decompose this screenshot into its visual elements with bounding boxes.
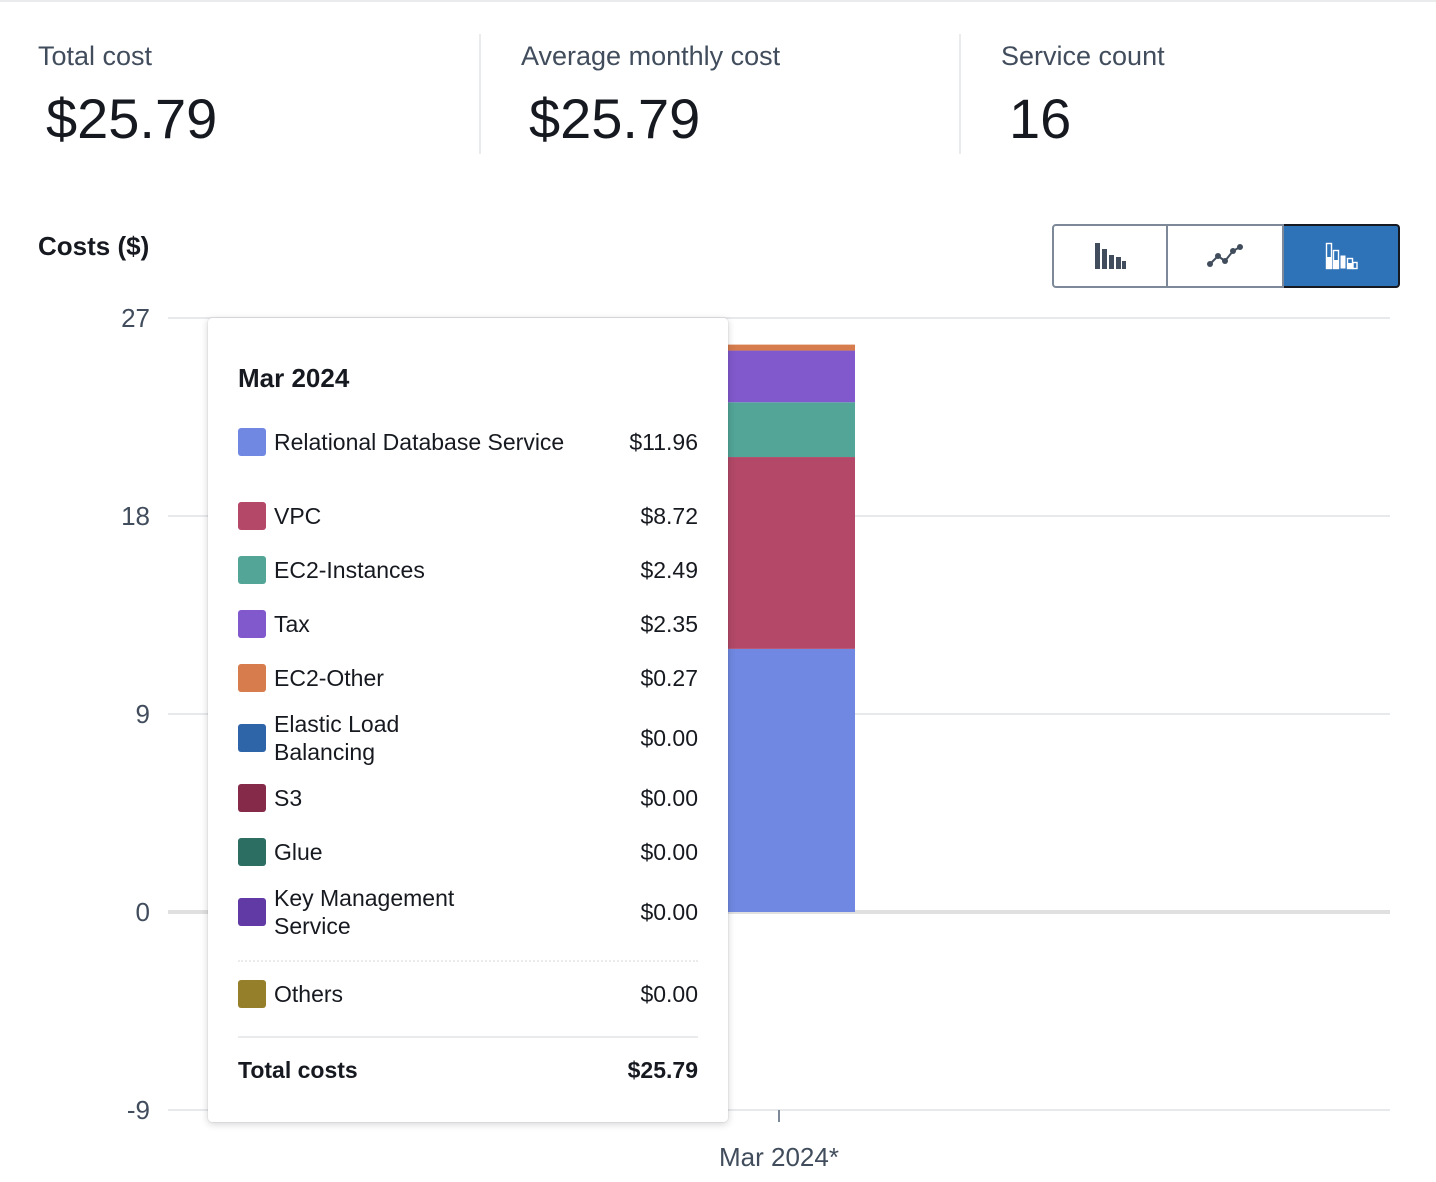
average-monthly-cost-stat: Average monthly cost $25.79 [521,28,780,154]
legend-swatch [238,664,266,692]
tooltip-total: Total costs $25.79 [238,1056,698,1084]
stacked-bar-chart-button[interactable] [1284,224,1400,288]
tooltip-row: EC2-Other $0.27 [238,664,698,692]
top-border [0,0,1436,2]
total-cost-label: Total cost [38,41,153,71]
total-cost-stat: Total cost $25.79 [38,28,217,154]
tooltip-service-name: Key Management Service [274,885,455,939]
tooltip-row: Key Management Service $0.00 [238,884,698,940]
tooltip-service-value: $0.00 [640,981,698,1007]
line-chart-button[interactable] [1168,224,1284,288]
tooltip-title: Mar 2024 [238,363,350,393]
chart-title: Costs ($) [38,231,150,261]
tooltip-service-name: Elastic Load Balancing [274,711,400,765]
line-chart-icon [1207,244,1243,267]
tooltip-row: Relational Database Service $11.96 [238,428,698,456]
average-monthly-cost-label: Average monthly cost [521,41,781,71]
tooltip-service-value: $0.00 [640,839,698,865]
service-count-label: Service count [1001,41,1165,71]
tooltip-separator [238,1036,698,1038]
bar-chart-button[interactable] [1052,224,1168,288]
tooltip-service-value: $2.35 [640,611,698,637]
tooltip-service-name: S3 [274,785,303,811]
summary-divider [959,34,961,154]
total-cost-value: $25.79 [46,87,218,150]
tooltip-total-label: Total costs [238,1057,358,1083]
tooltip-separator [238,960,698,962]
tooltip-row: Elastic Load Balancing $0.00 [238,710,698,766]
tooltip-service-value: $11.96 [629,429,698,455]
legend-swatch [238,898,266,926]
chart-type-selector [1052,224,1400,288]
legend-swatch [238,724,266,752]
tooltip-service-value: $2.49 [640,557,698,583]
stacked-bar-chart-icon [1325,242,1358,270]
tooltip-row: Tax $2.35 [238,610,698,638]
bar-chart-icon [1095,243,1126,269]
legend-swatch [238,428,266,456]
y-tick-label: 0 [136,897,150,927]
legend-swatch [238,980,266,1008]
summary-divider [479,34,481,154]
y-tick-label: 9 [136,699,150,729]
tooltip-service-name: VPC [274,503,322,529]
bar-segment [703,402,855,458]
tooltip-service-name: Relational Database Service [274,429,565,455]
tooltip-service-value: $0.00 [640,899,698,925]
tooltip-total-value: $25.79 [627,1057,698,1083]
x-tick-label: Mar 2024* [719,1142,839,1172]
tooltip-row: S3 $0.00 [238,784,698,812]
legend-swatch [238,610,266,638]
tooltip-service-name: Others [274,981,344,1007]
y-tick-label: 27 [121,303,150,333]
tooltip-service-name: EC2-Instances [274,557,425,583]
cost-breakdown-tooltip: Mar 2024 Relational Database Service $11… [208,318,728,1122]
bar-segment [703,350,855,403]
legend-swatch [238,502,266,530]
y-tick-label: 18 [121,501,150,531]
cost-summary: Total cost $25.79 Average monthly cost $… [0,28,1436,158]
bar-segment [703,344,855,351]
tooltip-row: EC2-Instances $2.49 [238,556,698,584]
service-count-value: 16 [1009,87,1072,150]
tooltip-row: Glue $0.00 [238,838,698,866]
y-tick-label: -9 [127,1095,150,1125]
bar-segment [703,457,855,649]
bar-segment [703,648,855,912]
tooltip-service-value: $0.00 [640,725,698,751]
tooltip-service-name: EC2-Other [274,665,384,691]
tooltip-row-others: Others $0.00 [238,980,698,1008]
legend-swatch [238,784,266,812]
tooltip-service-name: Glue [274,839,323,865]
legend-swatch [238,556,266,584]
average-monthly-cost-value: $25.79 [529,87,701,150]
legend-swatch [238,838,266,866]
service-count-stat: Service count 16 [1001,28,1165,154]
tooltip-service-value: $0.00 [640,785,698,811]
stacked-cost-chart: 27 18 9 0 -9 Mar 2024* [121,303,1390,1172]
tooltip-row: VPC $8.72 [238,502,698,530]
tooltip-service-name: Tax [274,611,310,637]
tooltip-service-value: $8.72 [640,503,698,529]
tooltip-service-value: $0.27 [640,665,698,691]
